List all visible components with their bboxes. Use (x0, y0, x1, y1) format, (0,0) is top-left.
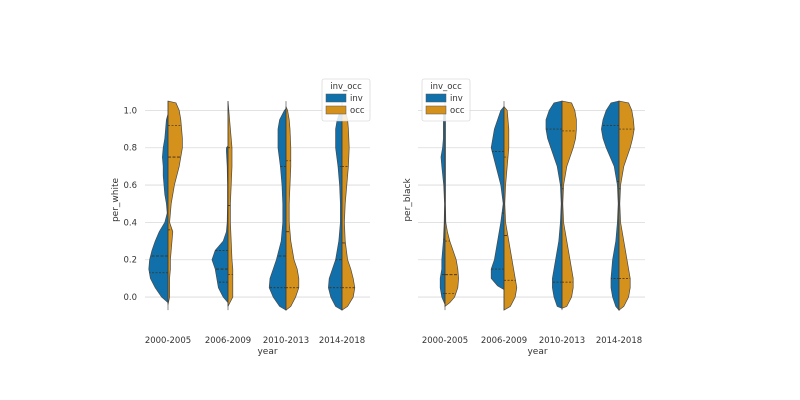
violin-occ-2000-2005 (444, 106, 459, 308)
violin-inv-2010-2013 (545, 100, 563, 309)
violin-inv-2014-2018 (601, 100, 620, 312)
left-panel: 0.0 0.2 0.4 0.6 0.8 1.0 2000-2005 2006-2009 2010… (111, 78, 371, 357)
y-tick-label: 0.4 (123, 218, 137, 228)
legend-swatch-inv (425, 93, 447, 103)
legend-label-inv: inv (450, 94, 463, 104)
x-tick-label: 2014-2018 (319, 336, 365, 346)
violin-occ-2014-2018 (341, 107, 356, 311)
right-panel: 2000-2005 2006-2009 2010-2013 2014-2018 year… (403, 78, 645, 357)
legend-label-occ: occ (450, 106, 465, 116)
legend-swatch-inv (325, 93, 347, 103)
y-tick-label: 1.0 (123, 106, 137, 116)
violin-inv-2006-2009 (490, 105, 505, 291)
x-tick-label: 2010-2013 (539, 336, 585, 346)
x-tick-label: 2010-2013 (263, 336, 309, 346)
y-axis-label: per_white (111, 178, 121, 223)
y-tick-label: 0.0 (123, 293, 137, 303)
violin-inv-2000-2005 (148, 114, 169, 304)
legend-swatch-occ (425, 105, 447, 115)
violin-occ-2014-2018 (618, 100, 635, 311)
x-tick-label: 2000-2005 (145, 336, 191, 346)
y-tick-label: 0.8 (123, 144, 137, 154)
violin-occ-2006-2009 (503, 105, 518, 311)
legend-title: inv_occ (330, 82, 362, 92)
y-axis-label: per_black (403, 178, 413, 222)
violin-occ-2010-2013 (285, 106, 300, 311)
legend-title: inv_occ (430, 82, 462, 92)
x-tick-label: 2014-2018 (596, 336, 642, 346)
violin-occ-2006-2009 (227, 101, 234, 307)
violin-inv-2010-2013 (268, 107, 287, 311)
violin-occ-2000-2005 (167, 100, 183, 305)
violin-inv-2014-2018 (328, 107, 343, 311)
y-tick-label: 0.6 (123, 181, 137, 191)
y-tick-label: 0.2 (123, 256, 137, 266)
violin-occ-2010-2013 (561, 100, 577, 309)
legend-swatch-occ (325, 105, 347, 115)
legend-label-inv: inv (350, 94, 363, 104)
x-tick-label: 2006-2009 (481, 336, 527, 346)
x-axis-label: year (527, 347, 547, 357)
x-tick-label: 2000-2005 (422, 336, 468, 346)
x-tick-label: 2006-2009 (205, 336, 251, 346)
legend-label-occ: occ (350, 106, 365, 116)
violin-inv-2006-2009 (211, 144, 229, 304)
x-axis-label: year (257, 347, 277, 357)
